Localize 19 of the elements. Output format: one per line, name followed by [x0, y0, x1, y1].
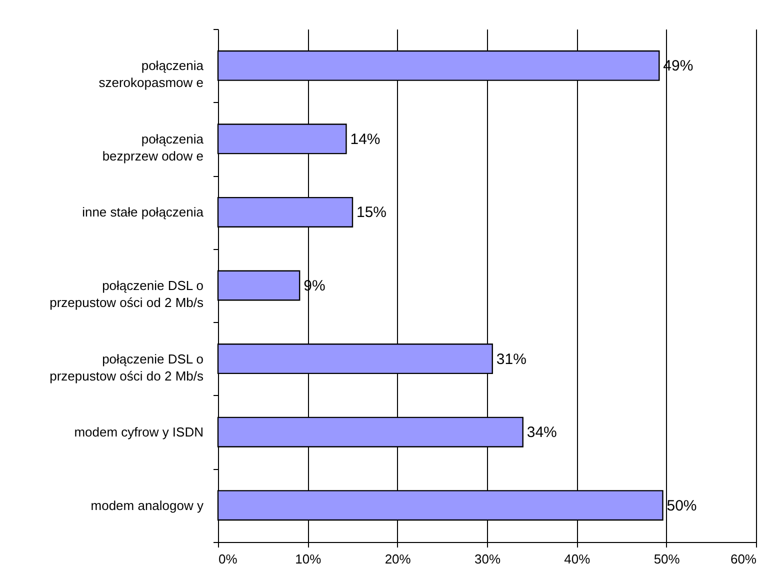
- y-tick-label: połączenia szerokopasmow e: [98, 58, 204, 90]
- y-tick-label: połączenie DSL o przepustow ości od 2 Mb/s: [50, 278, 204, 310]
- x-tick-label: 20%: [384, 552, 412, 566]
- y-tick-label: modem cyfrow y ISDN: [74, 424, 204, 440]
- y-tick-label: połączenia bezprzew odow e: [102, 131, 204, 164]
- y-tick-label: inne stałe połączenia: [82, 204, 204, 220]
- x-tick-label: 60%: [730, 552, 757, 566]
- data-label: 15%: [356, 204, 387, 222]
- data-label: 14%: [350, 130, 380, 148]
- x-tick-label: 50%: [654, 552, 680, 566]
- x-tick-label: 40%: [564, 552, 591, 566]
- y-tick-label: połączenie DSL o przepustow ości do 2 Mb/s: [50, 351, 204, 384]
- x-tick-label: 30%: [474, 552, 501, 566]
- data-label: 31%: [496, 350, 526, 368]
- x-tick-label: 0%: [218, 552, 238, 566]
- y-tick-label: modem analogow y: [90, 498, 204, 513]
- data-label: 34%: [526, 424, 557, 442]
- data-label: 50%: [666, 497, 697, 514]
- x-tick-label: 10%: [295, 552, 322, 566]
